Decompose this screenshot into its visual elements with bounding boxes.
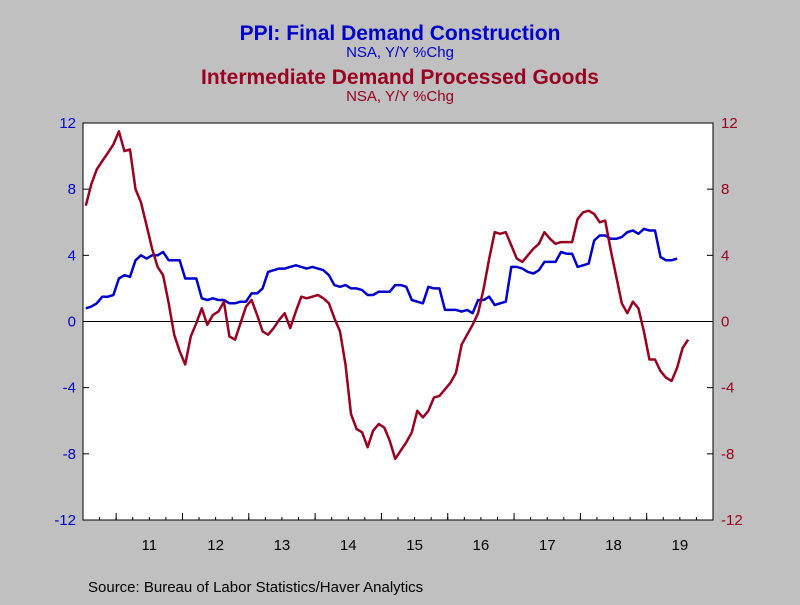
series-line-processed-goods (84, 130, 690, 461)
chart-title-construction: PPI: Final Demand Construction (240, 22, 561, 45)
y-tick-label-left: -4 (63, 380, 76, 397)
x-tick-label: 19 (671, 537, 688, 554)
x-axis: 11 12 13 14 15 16 17 18 19 (82, 513, 697, 554)
y-tick-label-right: 0 (721, 314, 729, 331)
x-tick-label: 15 (406, 537, 423, 554)
source-note: Source: Bureau of Labor Statistics/Haver… (88, 579, 423, 596)
chart-subtitle-processed-goods: NSA, Y/Y %Chg (346, 88, 454, 105)
y-axis-left: 12 8 4 0 -4 -8 -12 (54, 115, 89, 529)
x-tick-label: 16 (473, 537, 490, 554)
y-tick-label-left: 8 (68, 181, 76, 198)
x-tick-label: 11 (142, 537, 158, 554)
y-tick-label-right: 4 (721, 247, 729, 264)
chart-subtitle-construction: NSA, Y/Y %Chg (346, 44, 454, 61)
series-layer (84, 130, 690, 461)
x-tick-label: 14 (340, 537, 357, 554)
y-axis-right: 12 8 4 0 -4 -8 -12 (707, 115, 743, 529)
y-tick-label-right: -12 (721, 512, 743, 529)
chart-title-processed-goods: Intermediate Demand Processed Goods (201, 66, 599, 89)
series-line-construction (85, 227, 678, 315)
y-tick-label-right: -4 (721, 380, 734, 397)
y-tick-label-right: -8 (721, 446, 734, 463)
y-tick-label-left: 0 (68, 314, 76, 331)
y-tick-label-left: 12 (59, 115, 76, 132)
y-tick-label-right: 12 (721, 115, 738, 132)
x-tick-label: 17 (539, 537, 556, 554)
x-tick-label: 13 (274, 537, 291, 554)
y-tick-label-left: 4 (68, 247, 76, 264)
y-tick-label-left: -12 (54, 512, 76, 529)
y-tick-label-left: -8 (63, 446, 76, 463)
x-tick-label: 18 (605, 537, 622, 554)
y-tick-label-right: 8 (721, 181, 729, 198)
x-tick-label: 12 (207, 537, 224, 554)
